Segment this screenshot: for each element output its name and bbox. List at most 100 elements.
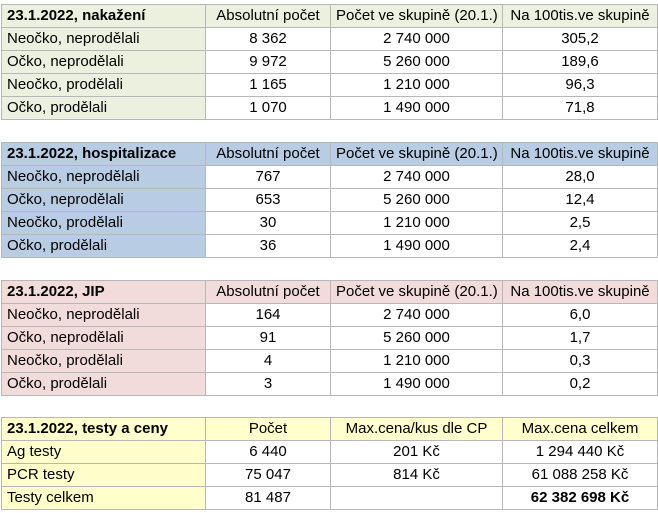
table-header-row: 23.1.2022, hospitalizace Absolutní počet… — [1, 142, 658, 166]
column-header[interactable]: Počet ve skupině (20.1.) — [330, 280, 503, 304]
cell-total[interactable]: 62 382 698 Kč — [502, 486, 658, 510]
column-header[interactable]: Absolutní počet — [205, 142, 331, 166]
cell[interactable]: 1 210 000 — [330, 211, 503, 235]
cell[interactable]: 6,0 — [502, 303, 658, 327]
table-row: Očko, prodělali 3 1 490 000 0,2 — [1, 372, 658, 396]
table-title[interactable]: 23.1.2022, JIP — [1, 280, 206, 304]
row-label[interactable]: Očko, neprodělali — [1, 50, 206, 74]
cell[interactable]: 5 260 000 — [330, 50, 503, 74]
cell[interactable]: 2 740 000 — [330, 303, 503, 327]
column-header[interactable]: Absolutní počet — [205, 4, 331, 28]
tests-prices-table: 23.1.2022, testy a ceny Počet Max.cena/k… — [1, 417, 658, 510]
cell[interactable]: 5 260 000 — [330, 188, 503, 212]
cell[interactable]: 814 Kč — [330, 463, 503, 487]
table-row: Očko, neprodělali 653 5 260 000 12,4 — [1, 188, 658, 212]
table-header-row: 23.1.2022, testy a ceny Počet Max.cena/k… — [1, 417, 658, 441]
cell[interactable]: 36 — [205, 234, 331, 258]
cell[interactable]: 8 362 — [205, 27, 331, 51]
row-label[interactable]: Testy celkem — [1, 486, 206, 510]
column-header[interactable]: Počet — [205, 417, 331, 441]
cell[interactable]: 75 047 — [205, 463, 331, 487]
row-label[interactable]: PCR testy — [1, 463, 206, 487]
table-row: Testy celkem 81 487 62 382 698 Kč — [1, 486, 658, 510]
cell[interactable]: 1,7 — [502, 326, 658, 350]
row-label[interactable]: Neočko, prodělali — [1, 73, 206, 97]
row-label[interactable]: Neočko, prodělali — [1, 211, 206, 235]
row-label[interactable]: Očko, prodělali — [1, 96, 206, 120]
column-header[interactable]: Na 100tis.ve skupině — [502, 280, 658, 304]
cell[interactable]: 1 490 000 — [330, 234, 503, 258]
cell[interactable]: 2,4 — [502, 234, 658, 258]
cell[interactable]: 1 490 000 — [330, 372, 503, 396]
cell[interactable]: 2 740 000 — [330, 165, 503, 189]
table-row: Očko, prodělali 1 070 1 490 000 71,8 — [1, 96, 658, 120]
column-header[interactable]: Počet ve skupině (20.1.) — [330, 142, 503, 166]
hospitalization-table: 23.1.2022, hospitalizace Absolutní počet… — [1, 142, 658, 258]
cell[interactable]: 0,3 — [502, 349, 658, 373]
table-header-row: 23.1.2022, nakažení Absolutní počet Poče… — [1, 4, 658, 28]
table-row: Neočko, neprodělali 767 2 740 000 28,0 — [1, 165, 658, 189]
table-row: Neočko, prodělali 30 1 210 000 2,5 — [1, 211, 658, 235]
table-header-row: 23.1.2022, JIP Absolutní počet Počet ve … — [1, 280, 658, 304]
cell[interactable]: 164 — [205, 303, 331, 327]
cell[interactable]: 28,0 — [502, 165, 658, 189]
table-row: Neočko, prodělali 4 1 210 000 0,3 — [1, 349, 658, 373]
table-title[interactable]: 23.1.2022, hospitalizace — [1, 142, 206, 166]
cell[interactable]: 0,2 — [502, 372, 658, 396]
cell[interactable]: 1 210 000 — [330, 349, 503, 373]
table-row: Neočko, neprodělali 164 2 740 000 6,0 — [1, 303, 658, 327]
cell[interactable]: 201 Kč — [330, 440, 503, 464]
cell[interactable]: 4 — [205, 349, 331, 373]
cell[interactable]: 9 972 — [205, 50, 331, 74]
cell[interactable]: 12,4 — [502, 188, 658, 212]
row-label[interactable]: Neočko, neprodělali — [1, 303, 206, 327]
row-label[interactable]: Neočko, neprodělali — [1, 165, 206, 189]
table-row: Očko, prodělali 36 1 490 000 2,4 — [1, 234, 658, 258]
row-label[interactable]: Očko, neprodělali — [1, 188, 206, 212]
cell[interactable]: 767 — [205, 165, 331, 189]
cell[interactable]: 1 070 — [205, 96, 331, 120]
row-label[interactable]: Očko, neprodělali — [1, 326, 206, 350]
cell[interactable]: 61 088 258 Kč — [502, 463, 658, 487]
cell[interactable]: 6 440 — [205, 440, 331, 464]
cell[interactable]: 2 740 000 — [330, 27, 503, 51]
row-label[interactable]: Očko, prodělali — [1, 234, 206, 258]
table-row: Ag testy 6 440 201 Kč 1 294 440 Kč — [1, 440, 658, 464]
table-title[interactable]: 23.1.2022, nakažení — [1, 4, 206, 28]
cell[interactable]: 71,8 — [502, 96, 658, 120]
cell[interactable]: 305,2 — [502, 27, 658, 51]
row-label[interactable]: Očko, prodělali — [1, 372, 206, 396]
table-row: Neočko, neprodělali 8 362 2 740 000 305,… — [1, 27, 658, 51]
cell[interactable]: 189,6 — [502, 50, 658, 74]
infections-table: 23.1.2022, nakažení Absolutní počet Poče… — [1, 4, 658, 120]
table-row: Očko, neprodělali 9 972 5 260 000 189,6 — [1, 50, 658, 74]
cell[interactable]: 91 — [205, 326, 331, 350]
row-label[interactable]: Neočko, neprodělali — [1, 27, 206, 51]
icu-table: 23.1.2022, JIP Absolutní počet Počet ve … — [1, 280, 658, 396]
cell[interactable]: 1 210 000 — [330, 73, 503, 97]
column-header[interactable]: Max.cena celkem — [502, 417, 658, 441]
cell[interactable] — [330, 486, 503, 510]
table-title[interactable]: 23.1.2022, testy a ceny — [1, 417, 206, 441]
table-row: Neočko, prodělali 1 165 1 210 000 96,3 — [1, 73, 658, 97]
cell[interactable]: 2,5 — [502, 211, 658, 235]
cell[interactable]: 5 260 000 — [330, 326, 503, 350]
row-label[interactable]: Ag testy — [1, 440, 206, 464]
column-header[interactable]: Na 100tis.ve skupině — [502, 142, 658, 166]
table-row: PCR testy 75 047 814 Kč 61 088 258 Kč — [1, 463, 658, 487]
cell[interactable]: 1 165 — [205, 73, 331, 97]
column-header[interactable]: Absolutní počet — [205, 280, 331, 304]
cell[interactable]: 81 487 — [205, 486, 331, 510]
cell[interactable]: 653 — [205, 188, 331, 212]
cell[interactable]: 30 — [205, 211, 331, 235]
cell[interactable]: 3 — [205, 372, 331, 396]
cell[interactable]: 1 490 000 — [330, 96, 503, 120]
column-header[interactable]: Max.cena/kus dle CP — [330, 417, 503, 441]
column-header[interactable]: Na 100tis.ve skupině — [502, 4, 658, 28]
row-label[interactable]: Neočko, prodělali — [1, 349, 206, 373]
column-header[interactable]: Počet ve skupině (20.1.) — [330, 4, 503, 28]
cell[interactable]: 96,3 — [502, 73, 658, 97]
table-row: Očko, neprodělali 91 5 260 000 1,7 — [1, 326, 658, 350]
cell[interactable]: 1 294 440 Kč — [502, 440, 658, 464]
